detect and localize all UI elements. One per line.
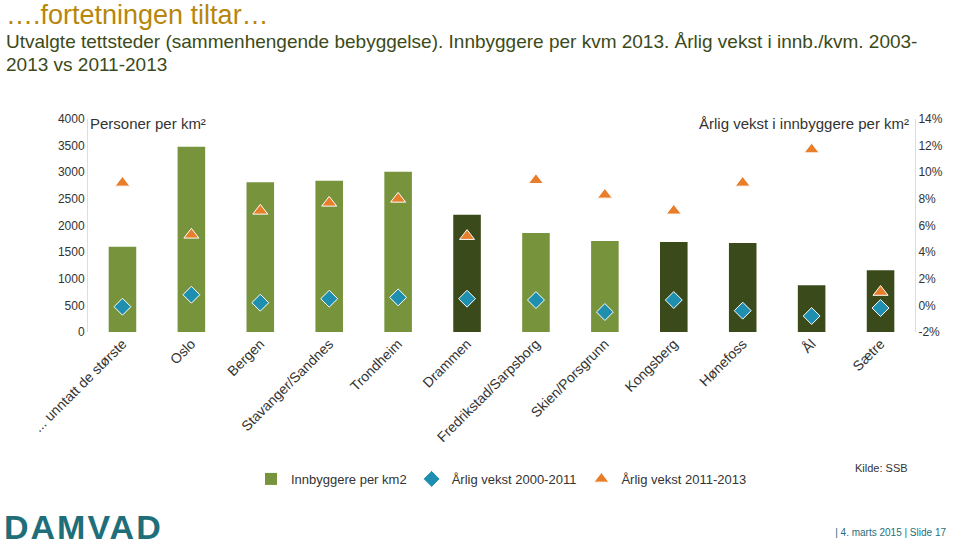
svg-text:Trondheim: Trondheim xyxy=(347,336,405,394)
svg-text:14%: 14% xyxy=(918,112,942,126)
svg-text:12%: 12% xyxy=(918,139,942,153)
svg-text:... unntatt de største: ... unntatt de største xyxy=(30,336,130,436)
svg-text:Hønefoss: Hønefoss xyxy=(696,336,750,390)
svg-text:Innbyggere per km2: Innbyggere per km2 xyxy=(291,472,407,487)
svg-text:Oslo: Oslo xyxy=(167,336,199,368)
svg-text:1500: 1500 xyxy=(58,245,85,259)
svg-text:4%: 4% xyxy=(918,245,936,259)
svg-text:-2%: -2% xyxy=(918,325,940,339)
svg-text:2000: 2000 xyxy=(58,219,85,233)
svg-text:Personer per km²: Personer per km² xyxy=(90,115,206,132)
svg-text:Sætre: Sætre xyxy=(849,336,887,374)
svg-text:Stavanger/Sandnes: Stavanger/Sandnes xyxy=(238,336,336,434)
svg-text:Bergen: Bergen xyxy=(224,336,267,379)
svg-text:Ål: Ål xyxy=(799,336,819,356)
svg-text:500: 500 xyxy=(65,299,85,313)
svg-text:8%: 8% xyxy=(918,192,936,206)
svg-text:1000: 1000 xyxy=(58,272,85,286)
svg-text:2%: 2% xyxy=(918,272,936,286)
html-text:….fortetningen tiltar…: ….fortetningen tiltar… xyxy=(6,0,269,30)
svg-text:Årlig vekst i innbyggere per k: Årlig vekst i innbyggere per km² xyxy=(699,115,909,132)
svg-text:6%: 6% xyxy=(918,219,936,233)
svg-text:3000: 3000 xyxy=(58,165,85,179)
html-text:| 4. marts 2015 | Slide 17: | 4. marts 2015 | Slide 17 xyxy=(835,527,946,538)
svg-text:0%: 0% xyxy=(918,299,936,313)
svg-text:4000: 4000 xyxy=(58,112,85,126)
svg-text:Kilde: SSB: Kilde: SSB xyxy=(855,462,908,474)
svg-text:3500: 3500 xyxy=(58,139,85,153)
svg-text:2500: 2500 xyxy=(58,192,85,206)
svg-text:Fredrikstad/Sarpsborg: Fredrikstad/Sarpsborg xyxy=(434,336,543,445)
svg-text:Årlig vekst 2011-2013: Årlig vekst 2011-2013 xyxy=(621,472,746,487)
html-text:DAMVAD: DAMVAD xyxy=(4,508,163,546)
svg-text:Skien/Porsgrunn: Skien/Porsgrunn xyxy=(527,336,612,421)
html-text:Utvalgte tettsteder (sammenhen: Utvalgte tettsteder (sammenhengende beby… xyxy=(6,31,918,75)
svg-text:0: 0 xyxy=(78,325,85,339)
svg-text:Kongsberg: Kongsberg xyxy=(622,336,681,395)
svg-text:Drammen: Drammen xyxy=(419,336,474,391)
svg-text:10%: 10% xyxy=(918,165,942,179)
svg-text:Årlig vekst 2000-2011: Årlig vekst 2000-2011 xyxy=(452,472,577,487)
